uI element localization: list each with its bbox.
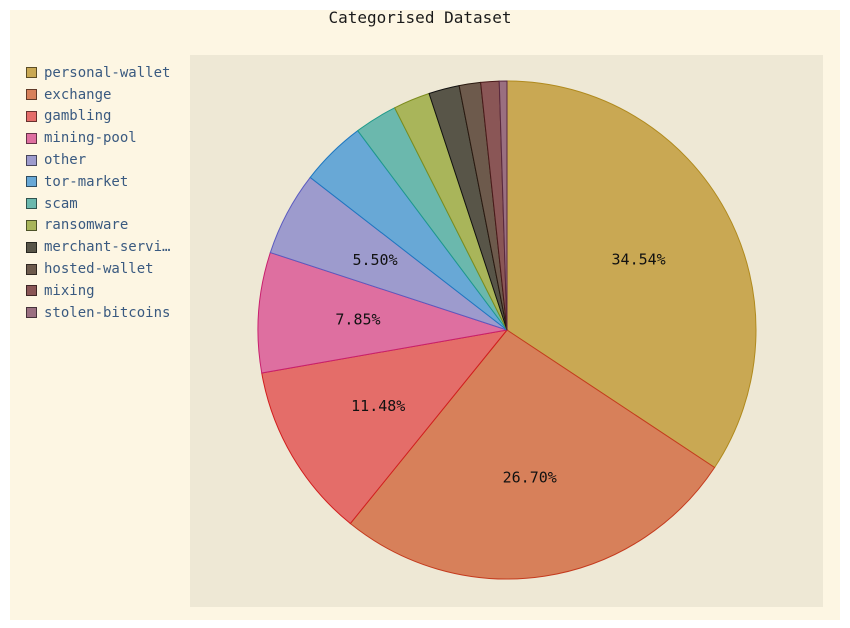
legend-label: tor-market (44, 173, 129, 190)
pie-slice-mining-pool[interactable] (257, 251, 508, 374)
legend-swatch (26, 132, 37, 144)
slice-label-gambling: 11.48% (351, 397, 405, 415)
legend-swatch (26, 176, 37, 188)
slice-label-mining-pool: 7.85% (335, 310, 380, 328)
legend-swatch (26, 67, 37, 79)
slice-label-exchange: 26.70% (503, 469, 557, 487)
legend-swatch (26, 285, 37, 297)
legend-item-tor-market[interactable]: tor-market (26, 171, 170, 193)
legend-label: exchange (44, 86, 112, 103)
legend-swatch (26, 154, 37, 166)
legend-swatch (26, 198, 37, 210)
legend-label: merchant-servi… (44, 239, 171, 256)
legend-label: personal-wallet (44, 64, 171, 81)
legend-item-personal-wallet[interactable]: personal-wallet (26, 62, 170, 84)
legend-label: other (44, 152, 87, 169)
legend-item-scam[interactable]: scam (26, 193, 170, 215)
legend-swatch (26, 241, 37, 253)
pie-slice-stolen-bitcoins[interactable] (498, 80, 508, 331)
slice-label-personal-wallet: 34.54% (612, 250, 666, 268)
slice-label-other: 5.50% (352, 251, 397, 269)
legend: personal-wallet exchange gambling mining-po… (26, 62, 170, 324)
legend-item-gambling[interactable]: gambling (26, 106, 170, 128)
legend-swatch (26, 263, 37, 275)
legend-item-exchange[interactable]: exchange (26, 84, 170, 106)
legend-label: hosted-wallet (44, 261, 154, 278)
legend-label: scam (44, 195, 78, 212)
legend-label: mixing (44, 282, 95, 299)
legend-swatch (26, 219, 37, 231)
legend-label: gambling (44, 108, 112, 125)
legend-item-hosted-wallet[interactable]: hosted-wallet (26, 258, 170, 280)
pie-slice-exchange[interactable] (349, 329, 716, 580)
legend-label: mining-pool (44, 130, 137, 147)
legend-label: stolen-bitcoins (44, 304, 171, 321)
legend-item-mining-pool[interactable]: mining-pool (26, 127, 170, 149)
legend-item-merchant-services[interactable]: merchant-servi… (26, 236, 170, 258)
legend-item-mixing[interactable]: mixing (26, 280, 170, 302)
legend-item-ransomware[interactable]: ransomware (26, 215, 170, 237)
pie-slice-gambling[interactable] (261, 329, 509, 525)
legend-item-stolen-bitcoins[interactable]: stolen-bitcoins (26, 302, 170, 324)
legend-label: ransomware (44, 217, 129, 234)
legend-item-other[interactable]: other (26, 149, 170, 171)
legend-swatch (26, 110, 37, 122)
chart-title: Categorised Dataset (328, 8, 512, 27)
legend-swatch (26, 307, 37, 319)
legend-swatch (26, 89, 37, 101)
